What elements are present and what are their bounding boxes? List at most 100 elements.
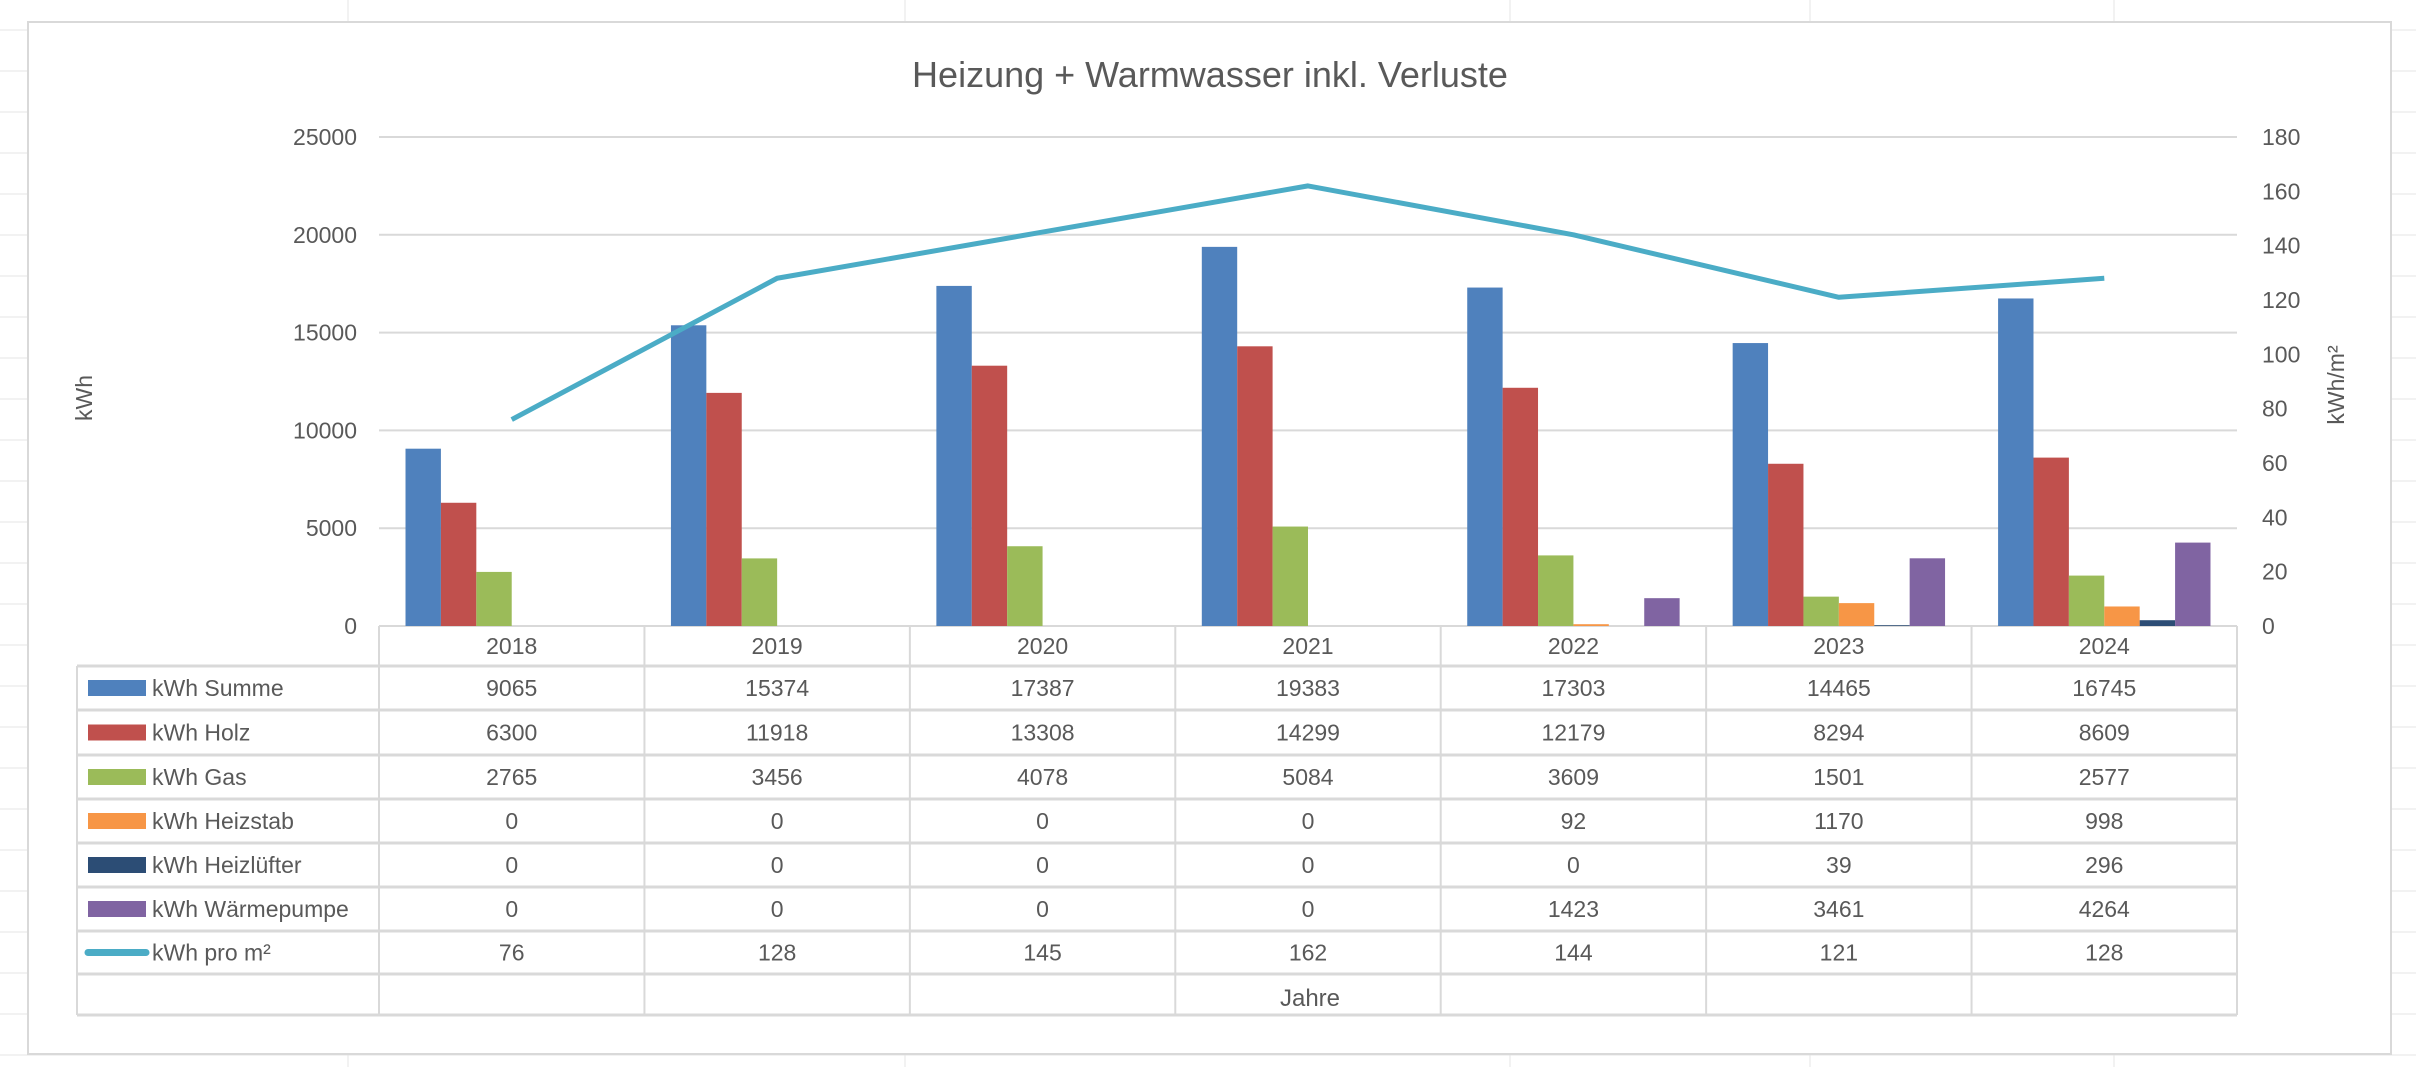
- table-cell[interactable]: 17387: [1011, 675, 1075, 701]
- table-cell[interactable]: 17303: [1541, 675, 1605, 701]
- bar-kwh-holz[interactable]: [971, 365, 1008, 626]
- y2-tick-label: 0: [2262, 613, 2275, 639]
- table-cell[interactable]: 14299: [1276, 720, 1340, 746]
- table-cell[interactable]: 6300: [486, 720, 537, 746]
- bar-kwh-summe[interactable]: [405, 448, 441, 626]
- table-cell[interactable]: 0: [1036, 896, 1049, 922]
- table-cell[interactable]: 3461: [1813, 896, 1864, 922]
- table-cell[interactable]: 0: [1036, 808, 1049, 834]
- bar-kwh-holz[interactable]: [1768, 463, 1804, 626]
- legend-key[interactable]: [88, 813, 146, 829]
- table-cell[interactable]: 0: [771, 896, 784, 922]
- table-cell[interactable]: 0: [1036, 852, 1049, 878]
- bar-kwh-w-rmepumpe[interactable]: [1644, 598, 1680, 626]
- table-cell[interactable]: 998: [2085, 808, 2123, 834]
- bar-kwh-heizstab[interactable]: [1573, 624, 1609, 626]
- legend-label[interactable]: kWh Gas: [152, 764, 247, 790]
- table-cell[interactable]: 2765: [486, 764, 537, 790]
- table-cell[interactable]: 3609: [1548, 764, 1599, 790]
- chart-title[interactable]: Heizung + Warmwasser inkl. Verluste: [912, 54, 1508, 95]
- table-cell[interactable]: 1170: [1814, 808, 1863, 834]
- bar-kwh-holz[interactable]: [706, 392, 742, 626]
- bar-kwh-gas[interactable]: [741, 558, 778, 626]
- table-cell[interactable]: 3456: [752, 764, 803, 790]
- bar-kwh-w-rmepumpe[interactable]: [1909, 558, 1946, 626]
- table-cell[interactable]: 5084: [1282, 764, 1333, 790]
- table-cell[interactable]: 12179: [1541, 720, 1605, 746]
- table-cell[interactable]: 0: [771, 808, 784, 834]
- table-cell[interactable]: 14465: [1807, 675, 1871, 701]
- bar-kwh-holz[interactable]: [1502, 387, 1539, 626]
- bar-kwh-gas[interactable]: [1803, 596, 1839, 626]
- legend-label[interactable]: kWh pro m²: [152, 940, 271, 966]
- legend-label[interactable]: kWh Heizlüfter: [152, 852, 302, 878]
- table-cell[interactable]: 0: [505, 896, 518, 922]
- bar-kwh-heizstab[interactable]: [2104, 606, 2140, 626]
- table-cell[interactable]: 0: [1302, 896, 1315, 922]
- table-cell[interactable]: 16745: [2072, 675, 2136, 701]
- y-axis-title[interactable]: kWh: [71, 375, 97, 421]
- table-cell[interactable]: 19383: [1276, 675, 1340, 701]
- legend-key[interactable]: [88, 901, 146, 917]
- legend-key[interactable]: [88, 769, 146, 785]
- table-cell[interactable]: 15374: [745, 675, 809, 701]
- legend-label[interactable]: kWh Holz: [152, 720, 250, 746]
- legend-key[interactable]: [88, 680, 146, 696]
- bar-kwh-gas[interactable]: [1272, 526, 1308, 626]
- table-cell[interactable]: 145: [1023, 940, 1061, 966]
- table-cell[interactable]: 4264: [2079, 896, 2130, 922]
- legend-label[interactable]: kWh Heizstab: [152, 808, 294, 834]
- bar-kwh-summe[interactable]: [670, 325, 707, 626]
- bar-kwh-summe[interactable]: [1732, 343, 1769, 626]
- table-cell[interactable]: 13308: [1011, 720, 1075, 746]
- bar-kwh-heizl-fter[interactable]: [2139, 620, 2176, 626]
- x-axis-title[interactable]: Jahre: [1280, 985, 1340, 1012]
- table-cell[interactable]: 0: [1567, 852, 1580, 878]
- bar-kwh-gas[interactable]: [2068, 575, 2105, 626]
- bar-kwh-holz[interactable]: [1237, 346, 1273, 626]
- x-tick-label: 2021: [1282, 633, 1333, 659]
- table-cell[interactable]: 11918: [746, 720, 808, 746]
- table-cell[interactable]: 296: [2085, 852, 2123, 878]
- bar-kwh-holz[interactable]: [440, 502, 477, 626]
- table-cell[interactable]: 0: [505, 808, 518, 834]
- table-cell[interactable]: 39: [1826, 852, 1852, 878]
- table-cell[interactable]: 128: [758, 940, 796, 966]
- table-cell[interactable]: 0: [1302, 852, 1315, 878]
- table-cell[interactable]: 92: [1561, 808, 1587, 834]
- table-cell[interactable]: 162: [1289, 940, 1327, 966]
- legend-label[interactable]: kWh Summe: [152, 675, 284, 701]
- table-cell[interactable]: 1501: [1813, 764, 1864, 790]
- table-cell[interactable]: 76: [499, 940, 525, 966]
- table-cell[interactable]: 8294: [1813, 720, 1864, 746]
- y2-tick-label: 120: [2262, 287, 2300, 313]
- legend-key[interactable]: [88, 857, 146, 873]
- y2-tick-label: 160: [2262, 178, 2300, 204]
- bar-kwh-heizl-fter[interactable]: [1874, 625, 1910, 626]
- table-cell[interactable]: 0: [505, 852, 518, 878]
- bar-kwh-w-rmepumpe[interactable]: [2175, 542, 2211, 626]
- table-cell[interactable]: 0: [1302, 808, 1315, 834]
- table-cell[interactable]: 9065: [486, 675, 537, 701]
- bar-kwh-summe[interactable]: [1998, 298, 2034, 626]
- table-cell[interactable]: 121: [1820, 940, 1858, 966]
- bar-kwh-holz[interactable]: [2033, 457, 2069, 626]
- legend-label[interactable]: kWh Wärmepumpe: [152, 896, 349, 922]
- bar-kwh-gas[interactable]: [1538, 555, 1574, 626]
- table-cell[interactable]: 144: [1554, 940, 1593, 966]
- bar-kwh-gas[interactable]: [1007, 546, 1043, 626]
- table-cell[interactable]: 8609: [2079, 720, 2130, 746]
- bar-kwh-summe[interactable]: [936, 285, 972, 626]
- table-cell[interactable]: 128: [2085, 940, 2123, 966]
- table-cell[interactable]: 1423: [1548, 896, 1599, 922]
- table-cell[interactable]: 0: [771, 852, 784, 878]
- bar-kwh-summe[interactable]: [1467, 287, 1503, 626]
- bar-kwh-summe[interactable]: [1201, 246, 1238, 626]
- table-cell[interactable]: 2577: [2079, 764, 2130, 790]
- legend-key[interactable]: [88, 724, 146, 741]
- y2-axis-title[interactable]: kWh/m²: [2323, 345, 2349, 425]
- table-cell[interactable]: 4078: [1017, 764, 1068, 790]
- bar-kwh-gas[interactable]: [476, 571, 512, 626]
- bar-kwh-heizstab[interactable]: [1838, 603, 1875, 626]
